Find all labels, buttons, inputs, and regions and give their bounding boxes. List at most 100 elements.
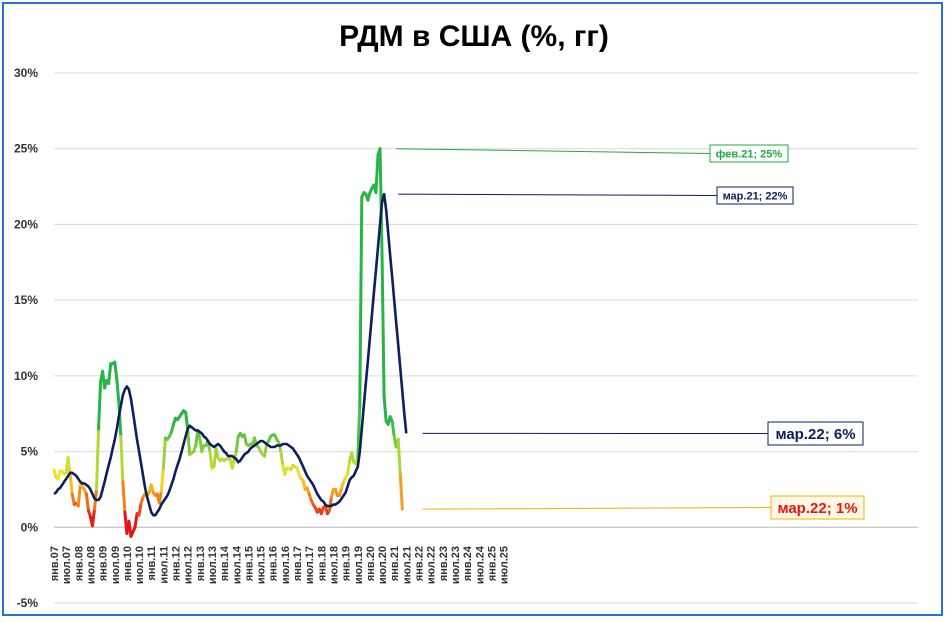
series-green-segment — [159, 466, 165, 493]
series-green — [52, 147, 404, 538]
series-green-segment — [346, 459, 352, 476]
series-green-segment — [95, 427, 101, 491]
x-tick-label: янв.11 — [146, 546, 158, 581]
series-green-segment — [119, 434, 125, 484]
y-tick-label: 10% — [14, 369, 38, 383]
series-green-segment — [208, 450, 214, 470]
x-tick-label: янв.13 — [195, 546, 207, 581]
series-green-segment — [358, 195, 364, 408]
callout-1: фев.21; 25% — [396, 144, 789, 163]
x-tick-label: июл.07 — [61, 546, 73, 584]
x-tick-label: янв.19 — [341, 546, 353, 581]
callout-box — [767, 421, 864, 446]
callout-label: мар.22; 1% — [777, 500, 857, 517]
callout-4: мар.22; 1% — [422, 495, 865, 520]
series-green-segment — [396, 437, 402, 476]
y-tick-label: -5% — [17, 596, 39, 610]
x-tick-label: янв.22 — [414, 546, 426, 581]
callout-box — [709, 144, 789, 163]
y-tick-label: 15% — [14, 293, 38, 307]
x-tick-label: июл.12 — [183, 546, 195, 584]
x-tick-label: июл.08 — [85, 546, 97, 584]
series-navy-line — [53, 192, 408, 517]
callout-2: мар.21; 22% — [398, 186, 794, 205]
y-tick-label: 30% — [14, 66, 38, 80]
series-group — [52, 147, 408, 538]
annotations: фев.21; 25% мар.21; 22% мар.22; 6% мар.22; … — [396, 144, 865, 520]
x-tick-label: янв.10 — [122, 546, 134, 581]
x-tick-label: июл.23 — [450, 546, 462, 584]
x-tick-label: июл.16 — [280, 546, 292, 584]
y-tick-label: 20% — [14, 217, 38, 231]
callout-3: мар.22; 6% — [422, 421, 864, 446]
x-tick-label: июл.13 — [207, 546, 219, 584]
x-tick-label: янв.12 — [171, 546, 183, 581]
callout-leader — [396, 148, 711, 154]
series-green-segment — [277, 440, 283, 454]
series-green-segment — [157, 489, 163, 505]
series-green-segment — [356, 404, 362, 460]
x-tick-label: янв.15 — [243, 546, 255, 581]
series-green-segment — [390, 419, 396, 438]
series-green-segment — [350, 451, 356, 464]
x-axis: янв.07 июл.07 янв.08 июл.08 янв.09 июл.09 янв.… — [49, 545, 511, 584]
callout-label: фев.21; 25% — [716, 148, 783, 160]
series-green-segment — [374, 153, 380, 195]
series-green-segment — [68, 474, 74, 496]
x-tick-label: янв.17 — [292, 546, 304, 581]
x-tick-label: июл.14 — [231, 545, 243, 584]
series-green-segment — [76, 483, 82, 508]
series-green-segment — [121, 480, 127, 514]
x-tick-label: янв.08 — [73, 546, 85, 581]
y-tick-label: 5% — [21, 445, 39, 459]
series-green-segment — [380, 253, 386, 398]
callout-label: мар.22; 6% — [775, 426, 855, 443]
series-green-segment — [117, 400, 123, 438]
x-tick-label: янв.21 — [389, 546, 401, 581]
x-tick-label: июл.11 — [158, 546, 170, 584]
x-tick-label: июл.19 — [353, 546, 365, 584]
callout-leader — [422, 507, 772, 510]
x-tick-label: янв.14 — [219, 545, 231, 581]
series-green-segment — [115, 377, 121, 404]
callout-label: мар.21; 22% — [723, 190, 788, 202]
x-tick-label: июл.21 — [401, 546, 413, 584]
series-green-segment — [382, 394, 388, 423]
series-green-segment — [242, 433, 248, 446]
series-green-segment — [263, 442, 269, 458]
series-green-segment — [97, 380, 103, 431]
x-tick-label: янв.07 — [49, 546, 61, 581]
series-green-segment — [113, 360, 119, 381]
y-tick-label: 25% — [14, 142, 38, 156]
x-tick-label: июл.18 — [328, 546, 340, 584]
x-tick-label: июл.24 — [474, 545, 486, 584]
x-tick-label: янв.23 — [438, 546, 450, 581]
x-tick-label: июл.25 — [499, 546, 511, 584]
series-green-segment — [133, 512, 139, 529]
series-green-segment — [214, 447, 220, 460]
y-axis: -5% 0% 5% 10% 15% 20% 25% 30% — [14, 66, 38, 610]
callout-box — [716, 186, 794, 205]
y-tick-label: 0% — [21, 520, 39, 534]
series-green-segment — [107, 362, 113, 385]
series-green-segment — [327, 495, 333, 513]
series-green-segment — [137, 501, 143, 517]
x-tick-label: янв.24 — [462, 545, 474, 581]
series-green-segment — [398, 472, 404, 511]
x-tick-label: июл.09 — [110, 546, 122, 584]
series-green-segment — [90, 507, 96, 528]
x-tick-label: янв.09 — [98, 546, 110, 581]
x-tick-label: июл.22 — [426, 546, 438, 584]
x-tick-label: июл.17 — [304, 546, 316, 584]
x-tick-label: янв.18 — [316, 546, 328, 581]
x-tick-label: июл.10 — [134, 546, 146, 584]
x-tick-label: янв.25 — [486, 546, 498, 581]
chart-title: РДМ в США (%, гг) — [339, 20, 609, 53]
x-tick-label: янв.20 — [365, 546, 377, 581]
callout-leader — [398, 193, 718, 196]
series-green-segment — [84, 492, 90, 513]
series-green-segment — [186, 427, 192, 457]
series-green-segment — [184, 410, 190, 431]
series-green-segment — [161, 436, 167, 470]
